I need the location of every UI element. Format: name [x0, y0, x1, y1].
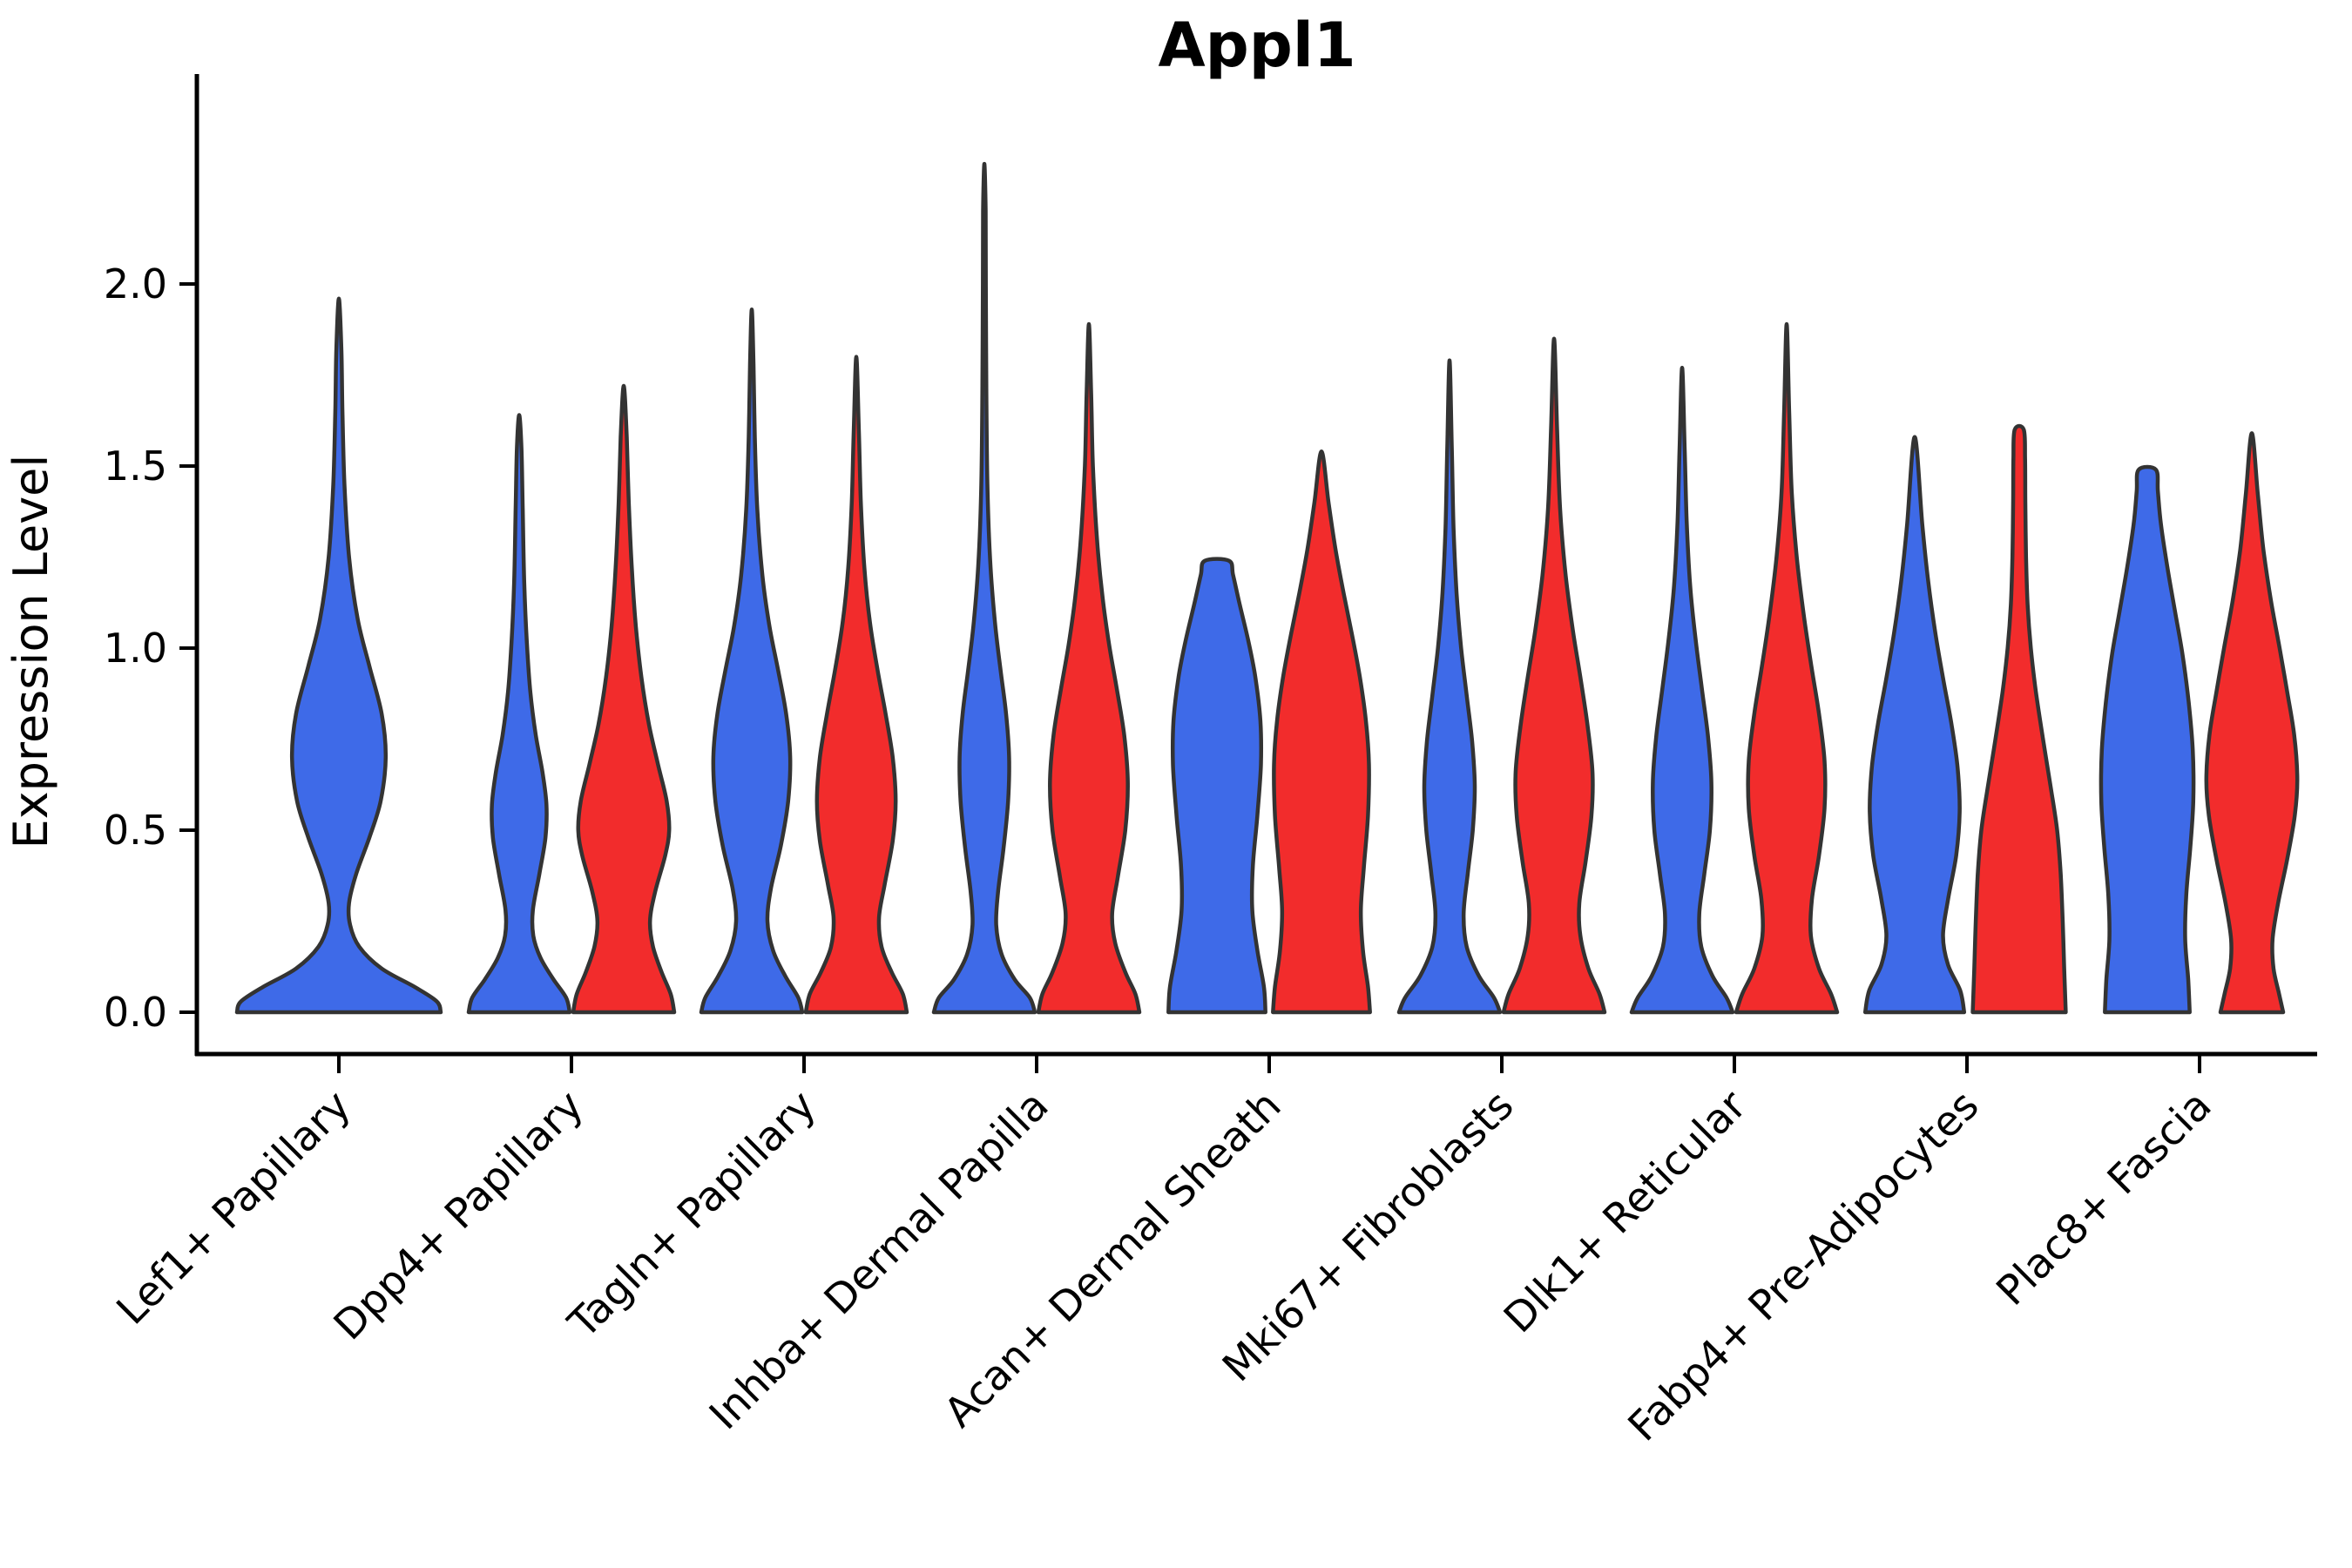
violin-dlk1-reticular-red — [1734, 321, 1840, 1015]
y-axis-label: Expression Level — [3, 455, 58, 849]
y-tick-label: 0.5 — [104, 807, 167, 854]
violin-tagln-papillary-blue — [699, 308, 805, 1015]
x-tick-label: Lef1+ Papillary — [108, 1082, 361, 1335]
y-tick-label: 1.5 — [104, 443, 167, 490]
violin-dlk1-reticular-blue — [1629, 365, 1735, 1015]
violin-inhba-dermal-papilla-blue — [931, 161, 1037, 1015]
violin-fabp4-pre-adipocytes-red — [1970, 423, 2068, 1015]
y-tick-label: 2.0 — [104, 260, 167, 308]
violin-acan-dermal-sheath-blue — [1166, 557, 1267, 1015]
y-tick-label: 0.0 — [104, 989, 167, 1036]
x-tick-label: Tagln+ Papillary — [559, 1082, 826, 1348]
violin-fabp4-pre-adipocytes-blue — [1862, 435, 1967, 1015]
violin-tagln-papillary-red — [803, 355, 909, 1015]
violin-inhba-dermal-papilla-red — [1036, 321, 1142, 1015]
violin-mki67-fibroblasts-blue — [1396, 358, 1503, 1015]
y-tick-label: 1.0 — [104, 625, 167, 672]
violin-plac8-fascia-red — [2204, 431, 2300, 1015]
violin-dpp4-papillary-blue — [466, 413, 572, 1015]
page-title: Appl1 — [1158, 10, 1355, 81]
x-tick-label: Dlk1+ Reticular — [1495, 1081, 1756, 1342]
violin-acan-dermal-sheath-red — [1271, 449, 1372, 1015]
x-tick-label: Plac8+ Fascia — [1988, 1082, 2221, 1315]
violin-plac8-fascia-blue — [2099, 464, 2196, 1015]
x-tick-label: Dpp4+ Papillary — [325, 1082, 593, 1350]
violin-lef1-papillary-blue — [234, 296, 443, 1015]
violin-dpp4-papillary-red — [571, 383, 677, 1015]
violin-mki67-fibroblasts-red — [1501, 336, 1607, 1015]
